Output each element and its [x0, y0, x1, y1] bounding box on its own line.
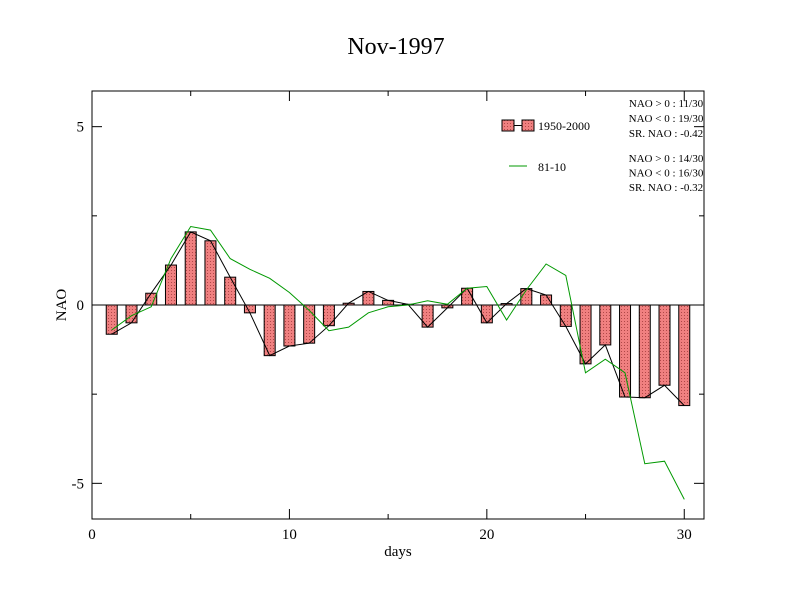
legend: 1950-2000 81-10 NAO > 0 : 11/30 NAO < 0 : 1…: [501, 98, 704, 194]
bar-day-26: [599, 304, 612, 346]
y-tick-label: 0: [77, 298, 85, 314]
bar-day-5: [184, 231, 197, 306]
bar-day-20: [480, 304, 493, 324]
lines-layer: [111, 225, 685, 500]
y-tick-label: -5: [72, 476, 85, 492]
x-axis-label: days: [384, 544, 412, 560]
x-tick-label: 20: [479, 527, 494, 543]
bar-day-27: [619, 304, 632, 398]
stats-1950-2000-line: NAO > 0 : 11/30: [629, 98, 704, 110]
chart-title: Nov-1997: [347, 34, 444, 60]
stats-1950-2000-line: SR. NAO : -0.42: [629, 128, 703, 140]
stats-81-10-line: SR. NAO : -0.32: [629, 182, 703, 194]
bar-day-24: [559, 304, 572, 327]
legend-label-1950-2000: 1950-2000: [538, 119, 590, 133]
bar-day-29: [658, 304, 671, 386]
bar-day-23: [540, 294, 553, 306]
x-tick-label: 0: [88, 527, 96, 543]
legend-swatch-bar: [521, 119, 535, 132]
line-81-10: [111, 225, 685, 500]
x-tick-label: 10: [282, 527, 297, 543]
bar-day-7: [224, 276, 237, 306]
bar-day-28: [638, 304, 651, 399]
legend-label-81-10: 81-10: [538, 160, 566, 174]
y-axis-label: NAO: [54, 289, 70, 322]
bar-day-6: [204, 240, 217, 306]
bar-day-12: [322, 304, 335, 327]
legend-swatch-bar: [501, 119, 515, 132]
x-tick-label: 30: [677, 527, 692, 543]
y-tick-label: 5: [77, 120, 85, 136]
bar-day-10: [283, 304, 296, 347]
bar-day-30: [678, 304, 691, 407]
stats-81-10-line: NAO > 0 : 14/30: [629, 153, 704, 165]
stats-1950-2000-line: NAO < 0 : 19/30: [629, 113, 704, 125]
stats-81-10-line: NAO < 0 : 16/30: [629, 168, 704, 180]
bars-layer: [105, 231, 691, 407]
line-1950-2000: [111, 231, 685, 406]
axes-layer: 0 10 20 30 5 0 -5: [72, 91, 704, 543]
